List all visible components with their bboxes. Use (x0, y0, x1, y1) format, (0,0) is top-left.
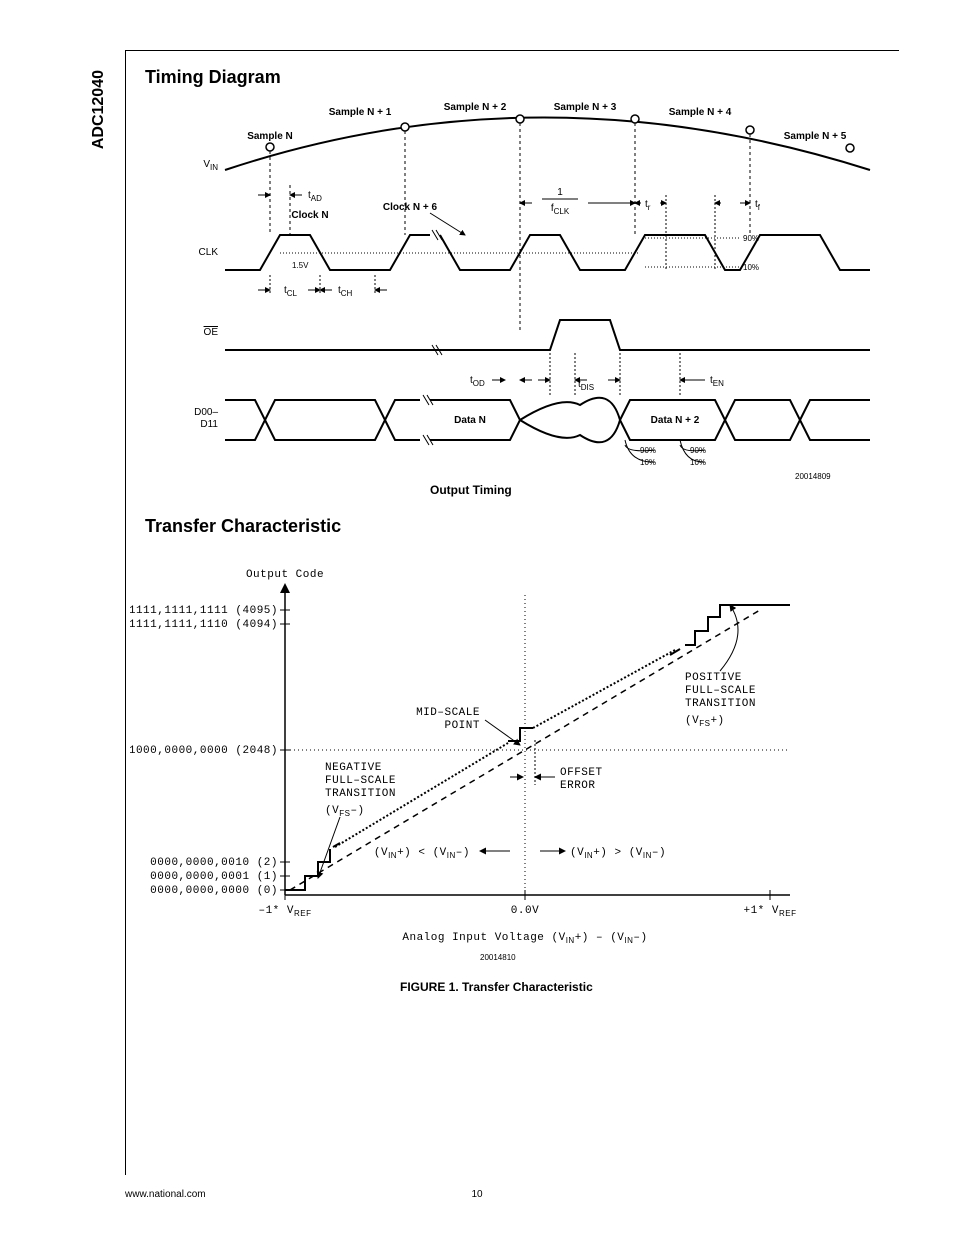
svg-text:tf: tf (755, 199, 761, 212)
svg-text:1111,1111,1111 (4095): 1111,1111,1111 (4095) (130, 605, 278, 617)
svg-text:D00–: D00– (194, 407, 218, 418)
svg-text:POINT: POINT (444, 720, 480, 732)
data-n2-label: Data N + 2 (651, 415, 700, 426)
svg-text:1: 1 (557, 187, 563, 198)
svg-text:tCH: tCH (338, 285, 353, 298)
clock-n6-label: Clock N + 6 (383, 202, 438, 213)
svg-text:MID–SCALE: MID–SCALE (416, 707, 480, 719)
svg-text:0000,0000,0000 (0): 0000,0000,0000 (0) (150, 885, 278, 897)
svg-text:(VFS–): (VFS–) (325, 805, 365, 818)
svg-text:ERROR: ERROR (560, 780, 596, 792)
timing-diagram: Sample N Sample N + 1 Sample N + 2 Sampl… (180, 95, 880, 495)
svg-text:+1* VREF: +1* VREF (743, 905, 796, 918)
svg-text:POSITIVE: POSITIVE (685, 672, 742, 684)
clk-label: CLK (199, 247, 219, 258)
svg-text:D11: D11 (200, 419, 218, 430)
svg-text:90%: 90% (743, 234, 759, 243)
sample-n5-label: Sample N + 5 (784, 131, 847, 142)
y-axis-label: Output Code (246, 569, 324, 581)
svg-text:0000,0000,0001 (1): 0000,0000,0001 (1) (150, 871, 278, 883)
svg-text:OFFSET: OFFSET (560, 767, 603, 779)
footer-page: 10 (471, 1189, 482, 1200)
transfer-chart: Output Code 1111,1111,1111 (4095) 1111,1… (130, 545, 830, 965)
svg-text:1000,0000,0000 (2048): 1000,0000,0000 (2048) (130, 745, 278, 757)
sample-n-label: Sample N (247, 131, 293, 142)
svg-text:tr: tr (645, 199, 651, 212)
svg-text:Analog Input Voltage (VIN+) –: Analog Input Voltage (VIN+) – (VIN–) (402, 932, 647, 945)
part-number-vertical: ADC12040 (90, 70, 108, 149)
svg-text:tDIS: tDIS (578, 379, 594, 392)
svg-text:(VFS+): (VFS+) (685, 715, 725, 728)
transfer-section-title: Transfer Characteristic (145, 516, 341, 537)
svg-text:(VIN+) < (VIN–): (VIN+) < (VIN–) (374, 847, 470, 860)
svg-text:1.5V: 1.5V (292, 261, 309, 270)
svg-text:(VIN+) > (VIN–): (VIN+) > (VIN–) (570, 847, 666, 860)
svg-text:FULL–SCALE: FULL–SCALE (325, 775, 396, 787)
svg-text:0.0V: 0.0V (511, 905, 539, 917)
svg-text:TRANSITION: TRANSITION (685, 698, 756, 710)
sample-n4-label: Sample N + 4 (669, 107, 732, 118)
svg-text:fCLK: fCLK (551, 203, 570, 216)
svg-text:0000,0000,0010 (2): 0000,0000,0010 (2) (150, 857, 278, 869)
sample-n3-label: Sample N + 3 (554, 102, 617, 113)
svg-text:tOD: tOD (470, 375, 485, 388)
transfer-caption: FIGURE 1. Transfer Characteristic (400, 980, 593, 994)
svg-text:10%: 10% (743, 263, 759, 272)
svg-text:tEN: tEN (710, 375, 724, 388)
data-n-label: Data N (454, 415, 486, 426)
svg-text:tAD: tAD (308, 190, 322, 203)
clock-n-label: Clock N (291, 210, 328, 221)
transfer-fig-id: 20014810 (480, 953, 516, 962)
svg-text:FULL–SCALE: FULL–SCALE (685, 685, 756, 697)
timing-fig-id: 20014809 (795, 472, 831, 481)
svg-text:tCL: tCL (284, 285, 298, 298)
sample-n2-label: Sample N + 2 (444, 102, 507, 113)
oe-label: OE (204, 327, 219, 338)
timing-section-title: Timing Diagram (145, 67, 281, 88)
sample-n1-label: Sample N + 1 (329, 107, 392, 118)
svg-text:NEGATIVE: NEGATIVE (325, 762, 382, 774)
timing-caption: Output Timing (430, 483, 512, 497)
footer-url: www.national.com (125, 1189, 206, 1200)
svg-text:VIN: VIN (203, 159, 218, 172)
svg-text:–1* VREF: –1* VREF (258, 905, 311, 918)
svg-text:1111,1111,1110 (4094): 1111,1111,1110 (4094) (130, 619, 278, 631)
svg-text:TRANSITION: TRANSITION (325, 788, 396, 800)
